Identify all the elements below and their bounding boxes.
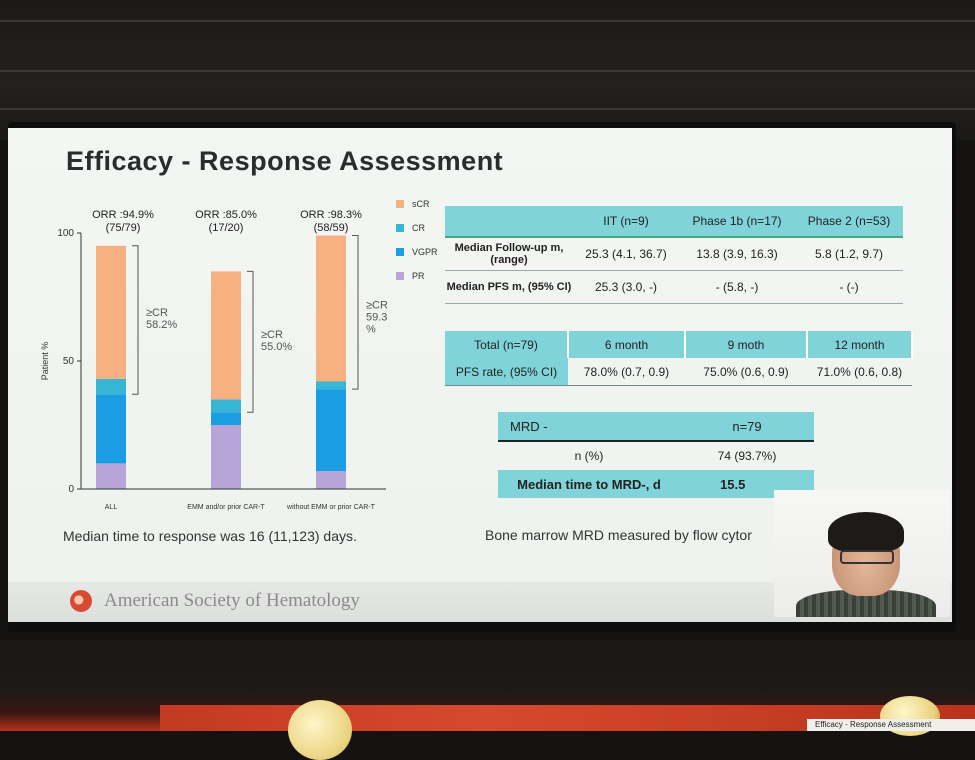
table-cell: - (5.8, -) [679, 270, 795, 304]
table-row: Median PFS m, (95% CI) 25.3 (3.0, -) - (… [445, 270, 903, 304]
followup-header-cell [445, 206, 573, 238]
row-label: Median time to MRD-, d [498, 470, 680, 498]
legend-label-pr: PR [412, 271, 425, 281]
table-cell: 71.0% (0.6, 0.8) [807, 358, 912, 386]
table-cell: 5.8 (1.2, 9.7) [795, 237, 903, 271]
orr-count-label: (75/79) [106, 222, 141, 234]
followup-header-cell: Phase 2 (n=53) [795, 206, 903, 238]
table-cell: 78.0% (0.7, 0.9) [568, 358, 685, 386]
pfs-header-row: Total (n=79) 6 month 9 moth 12 month [445, 331, 913, 358]
legend-swatch-vgpr [396, 248, 404, 256]
cr-label: ≥CR [146, 307, 168, 319]
table-row: Median Follow-up m, (range) 25.3 (4.1, 3… [445, 237, 903, 271]
bar-segment-scr [211, 271, 241, 400]
slide-title: Efficacy - Response Assessment [66, 146, 504, 176]
mrd-header-cell: n=79 [680, 412, 814, 441]
response-time-caption: Median time to response was 16 (11,123) … [63, 528, 357, 544]
followup-header-cell: Phase 1b (n=17) [679, 206, 795, 238]
legend-item-cr: CR [396, 216, 438, 240]
orr-count-label: (17/20) [209, 222, 244, 234]
y-axis-label: Patient % [40, 342, 50, 381]
table-cell: 75.0% (0.6, 0.9) [685, 358, 807, 386]
cr-label: ≥CR [261, 329, 283, 341]
bar-segment-vgpr [211, 412, 241, 425]
bar-segment-vgpr [96, 394, 126, 464]
y-tick-label: 100 [57, 228, 74, 239]
table-row: Median time to MRD-, d 15.5 [498, 470, 814, 498]
table-cell: 74 (93.7%) [680, 440, 814, 470]
row-label: Median PFS m, (95% CI) [445, 270, 573, 304]
pfs-table: Total (n=79) 6 month 9 moth 12 month PFS… [445, 331, 913, 386]
ash-logo-icon [70, 590, 92, 612]
x-tick-label: ALL [105, 504, 118, 511]
cr-label: 59.3 [366, 311, 387, 323]
pfs-header-cell: Total (n=79) [445, 331, 569, 358]
legend-swatch-pr [396, 272, 404, 280]
cr-label: 55.0% [261, 341, 292, 353]
orr-count-label: (58/59) [314, 222, 349, 234]
cr-bracket [352, 235, 359, 390]
pfs-header-cell: 9 moth [685, 331, 808, 358]
cr-label: 58.2% [146, 319, 177, 331]
legend-item-vgpr: VGPR [396, 240, 438, 264]
cr-bracket [132, 245, 139, 395]
x-tick-label: without EMM or prior CAR-T [286, 504, 376, 511]
chart-legend: sCR CR VGPR PR [396, 192, 438, 288]
webcam-overlay [774, 490, 950, 617]
legend-label-cr: CR [412, 223, 425, 233]
legend-swatch-scr [396, 200, 404, 208]
cr-label: % [366, 323, 376, 335]
followup-header-cell: IIT (n=9) [573, 206, 679, 238]
legend-label-vgpr: VGPR [412, 247, 438, 257]
banner-label: Efficacy - Response Assessment [807, 719, 975, 731]
bar-segment-cr [316, 381, 346, 390]
y-tick-label: 0 [68, 484, 74, 495]
orr-label: ORR :94.9% [92, 209, 154, 221]
bar-segment-pr [96, 463, 126, 489]
orr-label: ORR :85.0% [195, 209, 257, 221]
row-label: Median Follow-up m, (range) [445, 237, 573, 271]
bar-segment-scr [96, 245, 126, 379]
row-label: n (%) [498, 440, 680, 470]
legend-item-scr: sCR [396, 192, 438, 216]
cr-label: ≥CR [366, 299, 388, 311]
followup-table: IIT (n=9) Phase 1b (n=17) Phase 2 (n=53)… [445, 206, 903, 304]
mrd-header-row: MRD - n=79 [498, 412, 814, 441]
y-tick-label: 50 [63, 356, 75, 367]
pfs-header-cell: 12 month [807, 331, 913, 358]
decor-ball [288, 700, 352, 760]
table-row: n (%) 74 (93.7%) [498, 440, 814, 470]
legend-label-scr: sCR [412, 199, 430, 209]
mrd-header-cell: MRD - [498, 412, 680, 441]
x-tick-label: EMM and/or prior CAR-T [187, 504, 265, 511]
cr-bracket [247, 270, 254, 413]
table-row: PFS rate, (95% CI) 78.0% (0.7, 0.9) 75.0… [445, 358, 912, 386]
footer-org-name: American Society of Hematology [104, 590, 360, 611]
pfs-header-cell: 6 month [568, 331, 686, 358]
row-label: PFS rate, (95% CI) [445, 358, 568, 386]
table-cell: - (-) [795, 270, 903, 304]
bar-segment-cr [211, 399, 241, 413]
mrd-table: MRD - n=79 n (%) 74 (93.7%) Median time … [498, 412, 814, 498]
table-cell: 25.3 (3.0, -) [573, 270, 679, 304]
bar-segment-cr [96, 378, 126, 395]
legend-item-pr: PR [396, 264, 438, 288]
bar-segment-scr [316, 235, 346, 382]
bar-segment-pr [316, 471, 346, 489]
ceiling-truss [0, 0, 975, 140]
bar-segment-pr [211, 425, 241, 489]
speaker-hair [828, 512, 904, 552]
followup-header-row: IIT (n=9) Phase 1b (n=17) Phase 2 (n=53) [445, 206, 903, 238]
mrd-method-caption: Bone marrow MRD measured by flow cytor [485, 527, 752, 543]
glasses-icon [840, 550, 894, 564]
legend-swatch-cr [396, 224, 404, 232]
bar-segment-vgpr [316, 389, 346, 472]
table-cell: 13.8 (3.9, 16.3) [679, 237, 795, 271]
table-cell: 25.3 (4.1, 36.7) [573, 237, 679, 271]
orr-label: ORR :98.3% [300, 209, 362, 221]
